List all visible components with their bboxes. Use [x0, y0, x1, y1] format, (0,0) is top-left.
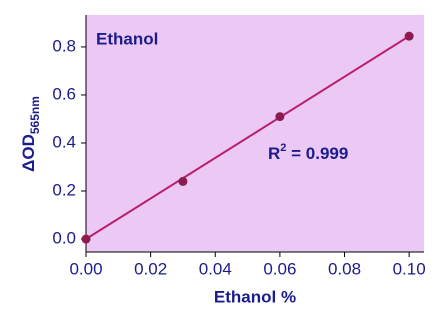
x-tick-label: 0.06 — [263, 259, 296, 278]
fit-line — [85, 35, 410, 240]
chart-title: Ethanol — [96, 29, 158, 48]
x-tick-label: 0.02 — [134, 259, 167, 278]
annotation: R2 = 0.999 — [268, 142, 348, 164]
x-tick-label: 0.00 — [69, 259, 102, 278]
y-label-main: ΔOD — [19, 134, 38, 172]
annotation-rest: = 0.999 — [286, 144, 348, 163]
x-tick-label: 0.10 — [393, 259, 426, 278]
x-tick-label: 0.08 — [328, 259, 361, 278]
y-tick-label: 0.6 — [52, 84, 76, 103]
point — [275, 112, 285, 122]
y-tick-label: 0.4 — [52, 132, 76, 151]
point — [404, 31, 414, 41]
x-tick-label: 0.04 — [199, 259, 232, 278]
y-tick-label: 0.2 — [52, 180, 76, 199]
y-tick-label: 0.0 — [52, 229, 76, 248]
y-label-sub: 565nm — [28, 96, 42, 134]
annotation-base: R — [268, 144, 280, 163]
y-tick-label: 0.8 — [52, 36, 76, 55]
annotation-sup: 2 — [280, 142, 286, 154]
y-axis-label: ΔOD565nm — [19, 96, 42, 172]
point — [178, 176, 188, 186]
point — [81, 234, 91, 244]
x-axis-label: Ethanol % — [214, 287, 296, 306]
